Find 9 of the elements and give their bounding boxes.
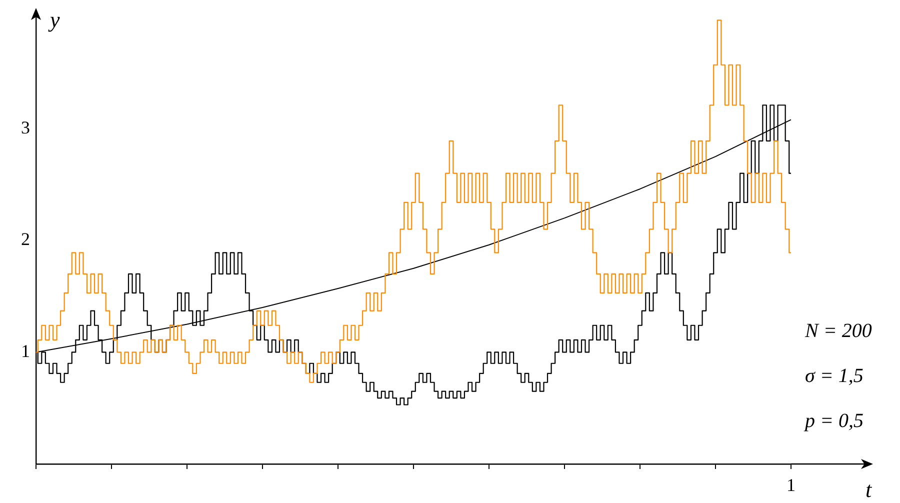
y-tick-label: 1 <box>21 340 30 361</box>
y-tick-label: 3 <box>21 117 30 138</box>
text: 1 <box>786 475 796 495</box>
text: p = 0,5 <box>803 410 864 432</box>
x-axis-title: t <box>865 477 872 502</box>
y-axis-title: y <box>48 6 60 32</box>
text: N = 200 <box>804 320 872 342</box>
text: σ = 1,5 <box>805 365 864 387</box>
y-tick-label: 2 <box>21 229 30 250</box>
